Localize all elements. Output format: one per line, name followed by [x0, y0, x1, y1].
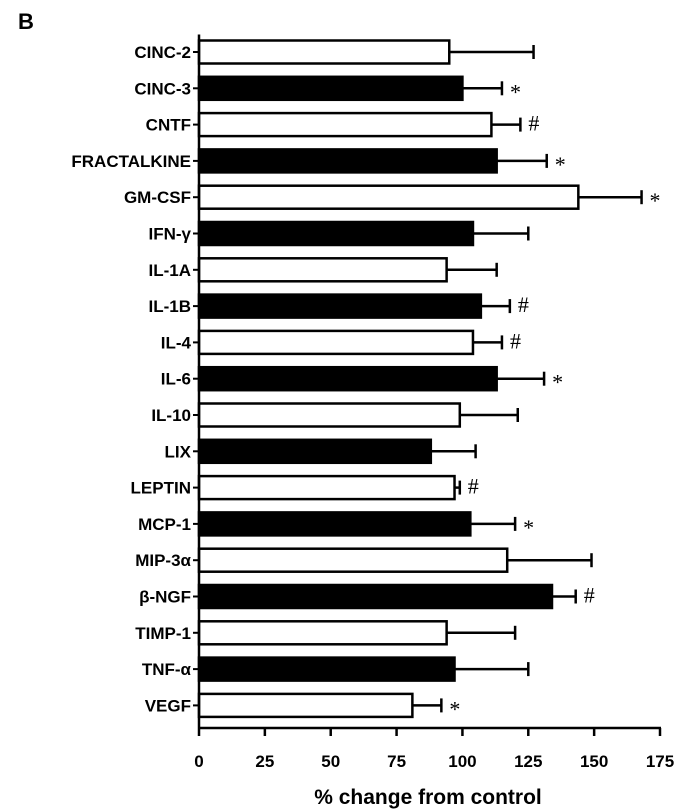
significance-mark: *: [555, 152, 566, 177]
significance-mark: *: [650, 188, 661, 213]
category-label: IL-1B: [149, 297, 192, 316]
x-tick-label: 125: [514, 752, 542, 771]
x-tick-label: 150: [580, 752, 608, 771]
category-label: IL-1A: [149, 261, 192, 280]
category-label: IFN-γ: [149, 225, 192, 244]
bar: [197, 402, 462, 428]
x-tick-label: 175: [646, 752, 674, 771]
category-label: LIX: [165, 442, 192, 461]
bar: [197, 184, 580, 210]
bar: [197, 583, 554, 610]
category-label: CINC-2: [134, 43, 191, 62]
x-tick-label: 50: [321, 752, 340, 771]
bar: [197, 257, 448, 283]
significance-mark: *: [449, 696, 460, 721]
category-label: TNF-α: [142, 660, 192, 679]
category-label: LEPTIN: [131, 479, 191, 498]
bar: [197, 75, 464, 102]
bar: [197, 438, 433, 465]
category-label: FRACTALKINE: [71, 152, 191, 171]
bar: [197, 329, 475, 356]
significance-mark: *: [510, 79, 521, 104]
category-label: CNTF: [146, 116, 191, 135]
significance-mark: *: [552, 370, 563, 395]
x-axis-label: % change from control: [314, 786, 542, 809]
bar: [197, 511, 472, 537]
bar: [197, 620, 448, 646]
category-label: β-NGF: [139, 588, 191, 607]
bar: [197, 474, 456, 501]
x-tick-label: 0: [194, 752, 203, 771]
category-label: IL-10: [151, 406, 191, 425]
bar: [197, 656, 456, 682]
significance-mark: #: [584, 583, 595, 608]
category-label: TIMP-1: [135, 624, 191, 643]
bar: [197, 39, 451, 65]
bar: [197, 293, 483, 319]
category-label: VEGF: [145, 696, 191, 715]
bar: [197, 365, 498, 392]
category-label: MIP-3α: [135, 551, 191, 570]
x-tick-label: 25: [255, 752, 274, 771]
category-label: GM-CSF: [124, 188, 191, 207]
x-tick-label: 100: [448, 752, 476, 771]
bar: [197, 148, 498, 174]
significance-mark: #: [510, 328, 521, 353]
bar: [197, 547, 509, 573]
category-label: CINC-3: [134, 79, 191, 98]
panel-label: B: [18, 9, 34, 34]
significance-mark: *: [523, 515, 534, 540]
bar: [197, 220, 475, 247]
category-label: MCP-1: [138, 515, 191, 534]
significance-mark: #: [528, 111, 539, 136]
bar: [197, 111, 493, 138]
category-label: IL-6: [161, 370, 191, 389]
bar: [197, 692, 414, 719]
x-tick-label: 75: [387, 752, 406, 771]
x-axis: 0 25 50 75 100 125 150 175: [194, 34, 674, 771]
category-label: IL-4: [161, 333, 192, 352]
bars-group: CINC-2 CINC-3 * CNTF # FRACTALKINE * GM-CSF * IFN…: [71, 39, 661, 721]
significance-mark: #: [468, 474, 479, 499]
significance-mark: #: [518, 292, 529, 317]
